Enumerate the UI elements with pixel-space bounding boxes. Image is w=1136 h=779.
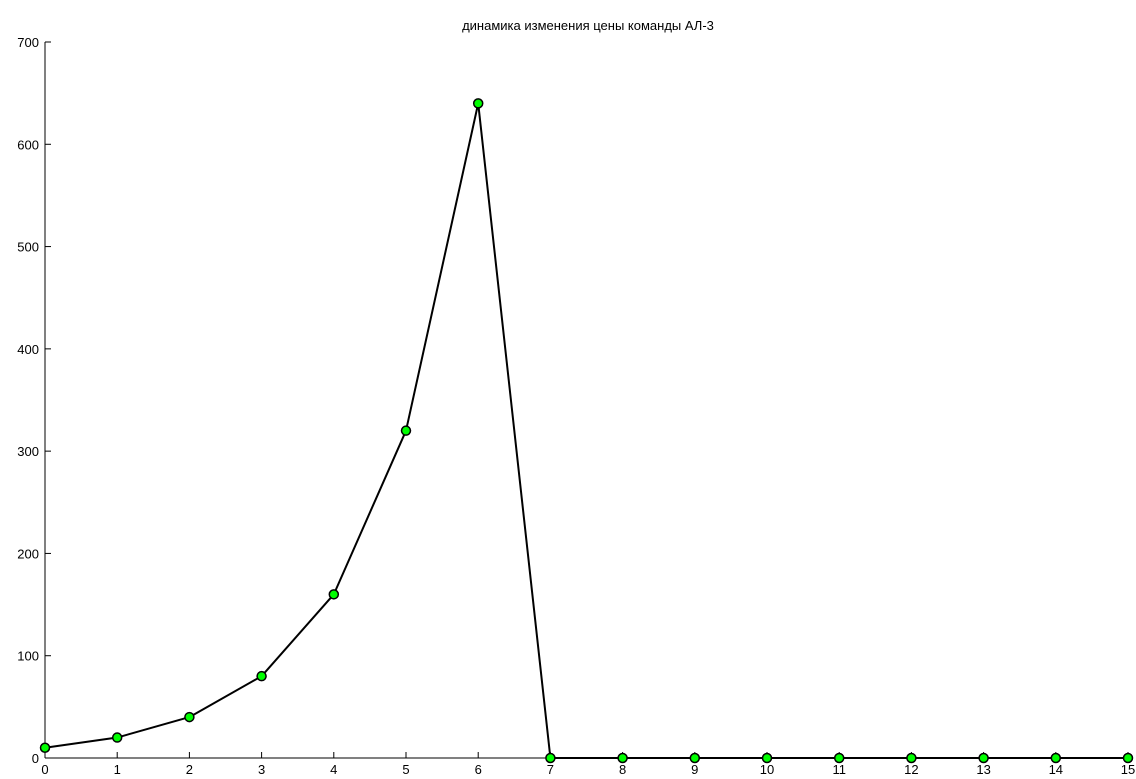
x-tick-label: 13 [976, 762, 990, 777]
x-tick-label: 9 [691, 762, 698, 777]
data-point-layer [39, 98, 1134, 764]
data-point [833, 752, 845, 764]
x-tick-label: 8 [619, 762, 626, 777]
x-tick-label: 3 [258, 762, 265, 777]
data-point [472, 98, 484, 109]
x-tick-label: 4 [330, 762, 337, 777]
data-point [1122, 752, 1134, 764]
x-tick-label: 0 [41, 762, 48, 777]
data-point [617, 752, 628, 764]
data-point [906, 752, 917, 764]
chart-title: динамика изменения цены команды АЛ-3 [462, 18, 714, 33]
y-tick-label: 300 [17, 444, 39, 459]
y-tick-label: 100 [17, 649, 39, 664]
series-line [44, 102, 1128, 759]
y-tick-label: 700 [17, 35, 39, 50]
x-tick-label: 1 [114, 762, 121, 777]
x-tick-label: 12 [904, 762, 918, 777]
x-tick-label: 5 [402, 762, 409, 777]
data-point [1050, 752, 1062, 764]
data-point [111, 732, 123, 743]
y-tick-label: 0 [32, 751, 39, 766]
y-tick-label: 400 [17, 342, 39, 357]
x-tick-label: 10 [760, 762, 774, 777]
data-point [689, 752, 701, 764]
data-point [400, 425, 412, 436]
data-point [545, 752, 556, 764]
data-point [978, 752, 989, 764]
data-point [39, 742, 51, 754]
y-tick-label: 500 [17, 240, 39, 255]
data-point [256, 670, 267, 682]
y-tick-label: 600 [17, 137, 39, 152]
x-tick-label: 7 [547, 762, 554, 777]
x-tick-label: 6 [475, 762, 482, 777]
x-tick-label: 15 [1121, 762, 1135, 777]
series-line-layer [44, 102, 1128, 759]
x-tick-label: 11 [832, 762, 846, 777]
x-tick-label: 2 [186, 762, 193, 777]
data-point [328, 589, 340, 600]
y-tick-label: 200 [17, 546, 39, 561]
data-point [761, 752, 773, 764]
x-tick-label: 14 [1049, 762, 1063, 777]
data-point [184, 711, 195, 723]
